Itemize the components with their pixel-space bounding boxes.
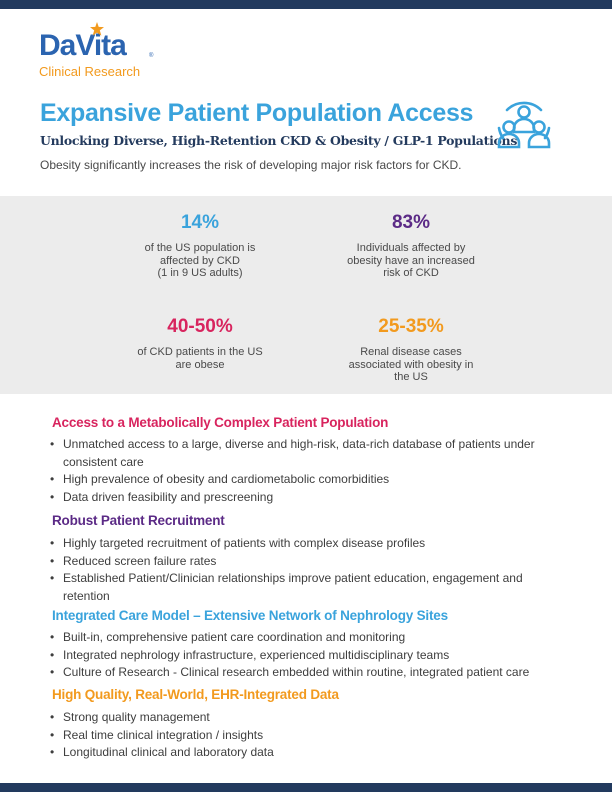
list-item: Built-in, comprehensive patient care coo…: [50, 629, 570, 647]
list-item: Established Patient/Clinician relationsh…: [50, 570, 570, 605]
stat-line: affected by CKD: [160, 254, 240, 267]
list-item: Real time clinical integration / insight…: [50, 727, 570, 745]
stat-value: 40-50%: [167, 316, 233, 337]
intro-text: Obesity significantly increases the risk…: [40, 158, 462, 172]
list-item: Strong quality management: [50, 709, 570, 727]
stat-value: 14%: [180, 212, 220, 233]
list-item: Data driven feasibility and prescreening: [50, 489, 570, 507]
list-item: Longitudinal clinical and laboratory dat…: [50, 744, 570, 762]
list-item: High prevalence of obesity and cardiomet…: [50, 471, 570, 489]
stat-line: of the US population is: [144, 242, 256, 254]
bullet-list: Highly targeted recruitment of patients …: [50, 535, 570, 605]
stat-line: risk of CKD: [383, 267, 439, 279]
top-band: [0, 0, 612, 9]
stat-line: obesity have an increased: [347, 254, 475, 267]
stat-renal-cases: 25-35% Renal disease cases associated wi…: [326, 316, 496, 384]
stats-panel: 14% of the US population is affected by …: [0, 196, 612, 394]
stat-obesity-risk: 83% Individuals affected by obesity have…: [326, 212, 496, 280]
page-subtitle: Unlocking Diverse, High-Retention CKD & …: [40, 133, 518, 148]
list-item: Highly targeted recruitment of patients …: [50, 535, 570, 553]
stat-ckd-obese: 40-50% of CKD patients in the US are obe…: [115, 316, 285, 371]
stat-line: of CKD patients in the US: [137, 346, 263, 358]
logo-registered-mark: ®: [149, 53, 154, 59]
stat-description: Renal disease cases associated with obes…: [326, 346, 496, 384]
page-title: Expansive Patient Population Access: [40, 99, 474, 127]
list-item: Reduced screen failure rates: [50, 553, 570, 571]
stat-line: Renal disease cases: [360, 346, 462, 358]
list-item: Culture of Research - Clinical research …: [50, 664, 570, 682]
section-heading-care-model: Integrated Care Model – Extensive Networ…: [52, 608, 448, 623]
logo-subtitle: Clinical Research: [39, 64, 141, 79]
bullet-list: Built-in, comprehensive patient care coo…: [50, 629, 570, 682]
stat-line: Individuals affected by: [356, 242, 466, 254]
stat-line: associated with obesity in: [348, 358, 474, 371]
stat-ckd-prevalence: 14% of the US population is affected by …: [115, 212, 285, 280]
star-icon: [90, 22, 104, 36]
people-group-icon: [497, 101, 551, 149]
list-item: Unmatched access to a large, diverse and…: [50, 436, 570, 471]
bullet-list: Unmatched access to a large, diverse and…: [50, 436, 570, 506]
stat-line: the US: [394, 371, 428, 383]
section-heading-data: High Quality, Real-World, EHR-Integrated…: [52, 687, 339, 702]
stat-value: 83%: [391, 212, 431, 233]
logo-wordmark: DaVita: [39, 29, 127, 62]
section-heading-recruitment: Robust Patient Recruitment: [52, 513, 225, 528]
stat-description: Individuals affected by obesity have an …: [326, 242, 496, 280]
stat-line: are obese: [175, 358, 225, 371]
list-item: Integrated nephrology infrastructure, ex…: [50, 647, 570, 665]
stat-description: of CKD patients in the US are obese: [115, 346, 285, 371]
section-heading-patient-population: Access to a Metabolically Complex Patien…: [52, 415, 389, 430]
bottom-band: [0, 783, 612, 792]
stat-line: (1 in 9 US adults): [157, 267, 243, 279]
bullet-list: Strong quality management Real time clin…: [50, 709, 570, 762]
stat-description: of the US population is affected by CKD …: [115, 242, 285, 280]
stat-value: 25-35%: [378, 316, 444, 337]
davita-logo: DaVita ® Clinical Research: [39, 22, 169, 82]
